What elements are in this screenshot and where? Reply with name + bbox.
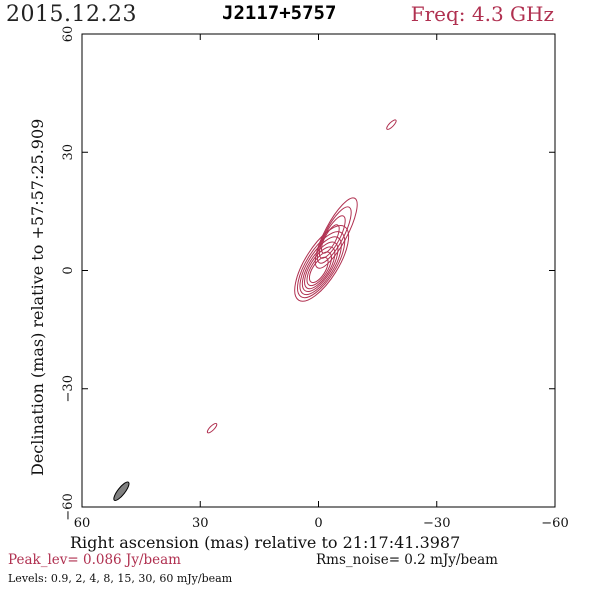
axis-ticks: 60 30 0 −30 −60 −60 −30 0 30 60 [61,26,569,531]
x-tick-label: −30 [423,516,450,531]
contour-faint-feature [206,422,218,434]
contour-lines [206,119,397,434]
beam-shape [113,481,130,502]
beam-ellipse [113,481,130,502]
contour-faint-feature [386,119,397,130]
x-tick-label: 0 [314,516,322,531]
contour-jet-level [318,215,346,259]
y-axis-title: Declination (mas) relative to +57:57:25.… [28,119,47,476]
frequency-label: Freq: 4.3 GHz [410,2,554,26]
y-tick-label: 0 [61,266,76,274]
contour-core-level [308,256,329,284]
contour-jet-level [314,197,358,269]
contour-core-level [306,251,332,287]
contour-levels: Levels: 0.9, 2, 4, 8, 15, 30, 60 mJy/bea… [8,572,233,585]
y-tick-label: −60 [61,493,76,520]
contour-core-level [301,241,339,292]
contour-jet-level [316,206,352,264]
x-axis-title: Right ascension (mas) relative to 21:17:… [70,533,460,552]
contour-core-level [304,246,336,290]
source-name: J2117+5757 [222,2,337,24]
x-tick-label: 30 [192,516,209,531]
rms-noise: Rms_noise= 0.2 mJy/beam [316,552,498,568]
y-tick-label: −30 [61,375,76,402]
plot-frame [81,33,556,508]
x-tick-label: 60 [74,516,91,531]
peak-level: Peak_lev= 0.086 Jy/beam [8,552,181,568]
observation-date: 2015.12.23 [6,2,137,27]
contour-core-level [297,231,346,299]
x-tick-label: −60 [541,516,568,531]
y-tick-label: 60 [61,26,76,43]
contour-jet-level [320,224,340,254]
contour-core-level [299,236,342,296]
y-tick-label: 30 [61,144,76,161]
